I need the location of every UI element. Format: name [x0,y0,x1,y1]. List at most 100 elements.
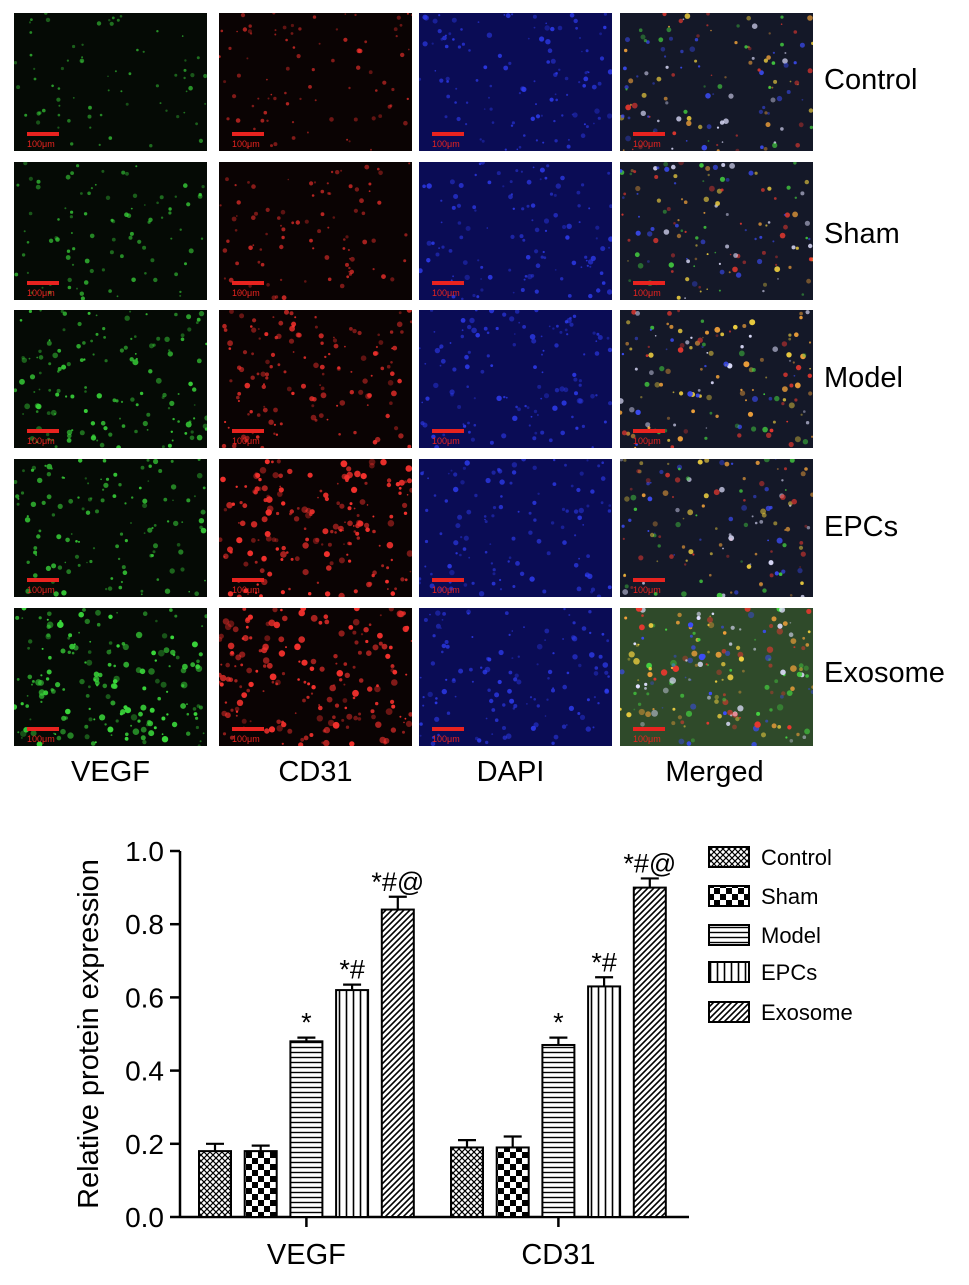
scale-bar-label: 100μm [232,436,260,446]
microscopy-grid: 100μm 100μm 100μm 100μm 100μm 100μm 100μm 100μm… [14,13,814,750]
scale-bar [232,727,264,731]
scale-bar [633,727,665,731]
micrograph-model-cd31: 100μm [219,310,412,448]
bar-chart: 0.0 0.2 0.4 0.6 0.8 1.0 Relative protein expre… [0,810,969,1280]
scale-bar [232,578,264,582]
y-tick-label: 0.8 [125,909,164,940]
scale-bar [432,281,464,285]
legend-swatch-exosome [708,1001,750,1023]
scale-bar [232,132,264,136]
micrograph-epcs-vegf: 100μm [14,459,207,597]
column-label-dapi: DAPI [476,756,545,788]
row-label-exosome: Exosome [824,657,945,689]
legend-swatch-epcs [708,961,750,983]
bar-vegf-epcs [335,989,370,1218]
scale-bar [633,578,665,582]
micrograph-control-merged: 100μm [620,13,813,151]
significance-marker: *# [591,947,617,977]
legend-swatch-model [708,924,750,946]
row-label-model: Model [824,362,903,394]
legend-swatch-control [708,846,750,868]
scale-bar-label: 100μm [633,585,661,595]
scale-bar-label: 100μm [232,585,260,595]
y-tick-label: 1.0 [125,836,164,867]
scale-bar-label: 100μm [432,139,460,149]
scale-bar-label: 100μm [27,734,55,744]
bar-vegf-sham [243,1150,278,1218]
bar-vegf-control [198,1150,232,1218]
micrograph-epcs-merged: 100μm [620,459,813,597]
scale-bar [27,578,59,582]
micrograph-sham-vegf: 100μm [14,162,207,300]
bar-cd31-sham [495,1146,530,1218]
scale-bar-label: 100μm [633,734,661,744]
scale-bar [432,578,464,582]
x-tick-label-vegf: VEGF [267,1239,346,1271]
significance-marker: *# [339,955,365,985]
micrograph-epcs-cd31: 100μm [219,459,412,597]
column-label-cd31: CD31 [278,756,353,788]
bar-vegf-exosome [380,908,415,1218]
scale-bar [432,727,464,731]
significance-marker: *#@ [623,848,676,878]
micrograph-model-vegf: 100μm [14,310,207,448]
bar-cd31-exosome [632,886,667,1218]
y-tick-label: 0.6 [125,982,164,1013]
legend-label-exosome: Exosome [761,1000,853,1025]
scale-bar-label: 100μm [432,734,460,744]
bar-cd31-model [541,1043,576,1218]
y-tick-label: 0.0 [125,1202,164,1233]
scale-bar-label: 100μm [232,139,260,149]
row-label-control: Control [824,64,918,96]
legend-swatch-sham [708,885,750,907]
micrograph-control-vegf: 100μm [14,13,207,151]
significance-marker: * [301,1008,312,1038]
legend-label-model: Model [761,923,821,948]
bar-cd31-control [450,1146,484,1218]
row-label-sham: Sham [824,218,900,250]
y-tick-label: 0.4 [125,1056,164,1087]
scale-bar [27,727,59,731]
y-tick-label: 0.2 [125,1129,164,1160]
scale-bar-label: 100μm [27,436,55,446]
scale-bar-label: 100μm [633,139,661,149]
scale-bar-label: 100μm [27,139,55,149]
micrograph-sham-cd31: 100μm [219,162,412,300]
significance-marker: *#@ [371,867,424,897]
scale-bar [633,281,665,285]
significance-marker: * [553,1008,564,1038]
scale-bar-label: 100μm [633,436,661,446]
micrograph-sham-dapi: 100μm [419,162,612,300]
row-label-epcs: EPCs [824,511,899,543]
micrograph-exosome-dapi: 100μm [419,608,612,746]
scale-bar-label: 100μm [633,288,661,298]
micrograph-control-dapi: 100μm [419,13,612,151]
scale-bar [232,281,264,285]
micrograph-epcs-dapi: 100μm [419,459,612,597]
bar-vegf-model [289,1040,324,1218]
scale-bar-label: 100μm [232,734,260,744]
scale-bar-label: 100μm [432,585,460,595]
scale-bar [432,429,464,433]
micrograph-exosome-cd31: 100μm [219,608,412,746]
scale-bar-label: 100μm [432,288,460,298]
scale-bar [27,281,59,285]
micrograph-sham-merged: 100μm [620,162,813,300]
scale-bar-label: 100μm [232,288,260,298]
y-axis-label: Relative protein expression [73,859,105,1209]
x-tick-label-cd31: CD31 [521,1239,595,1271]
micrograph-exosome-vegf: 100μm [14,608,207,746]
scale-bar [432,132,464,136]
micrograph-model-merged: 100μm [620,310,813,448]
scale-bar [633,132,665,136]
column-label-vegf: VEGF [71,756,150,788]
legend-label-control: Control [761,845,832,870]
scale-bar [27,132,59,136]
micrograph-control-cd31: 100μm [219,13,412,151]
micrograph-exosome-merged: 100μm [620,608,813,746]
scale-bar [232,429,264,433]
scale-bar-label: 100μm [432,436,460,446]
scale-bar [27,429,59,433]
scale-bar [633,429,665,433]
scale-bar-label: 100μm [27,288,55,298]
